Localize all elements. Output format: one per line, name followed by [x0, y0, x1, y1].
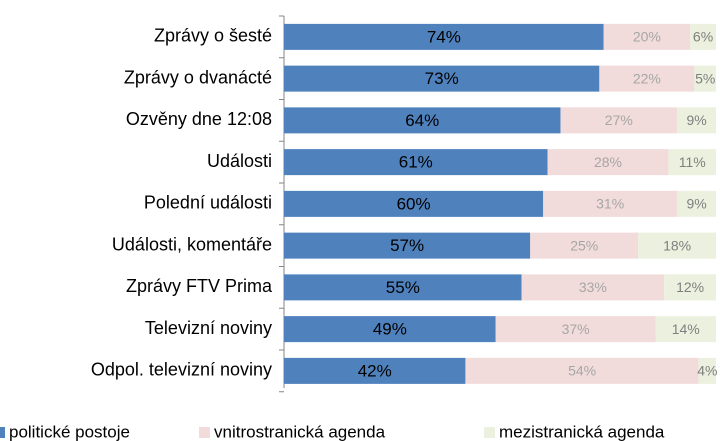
bar-segment	[677, 107, 716, 134]
value-label: 64%	[405, 111, 439, 130]
value-label: 9%	[686, 196, 706, 212]
bar-segment	[694, 65, 716, 92]
bar-segment	[698, 357, 716, 384]
bar-segment	[560, 107, 678, 134]
value-label: 27%	[605, 112, 633, 128]
bar-segment	[638, 232, 716, 259]
bar-segment	[690, 23, 716, 50]
value-label: 37%	[562, 321, 590, 337]
bar-segment	[284, 232, 531, 259]
bar-segment	[521, 274, 665, 301]
bar-segment	[284, 65, 600, 92]
category-label: Odpol. televizní noviny	[91, 360, 272, 380]
bar-segment	[284, 274, 522, 301]
value-label: 73%	[425, 69, 459, 88]
value-label: 28%	[594, 154, 622, 170]
value-label: 6%	[693, 29, 713, 45]
value-label: 31%	[596, 196, 624, 212]
value-label: 57%	[390, 236, 424, 255]
bar-segment	[284, 23, 604, 50]
value-label: 60%	[397, 194, 431, 213]
category-label: Zprávy o dvanácté	[124, 67, 272, 87]
bar-segment	[677, 190, 716, 217]
value-label: 74%	[427, 27, 461, 46]
bar-segment	[530, 232, 639, 259]
category-label: Zprávy FTV Prima	[126, 276, 273, 296]
bar-segment	[599, 65, 695, 92]
value-label: 12%	[676, 279, 704, 295]
bar-segment	[547, 149, 669, 176]
category-label: Televizní noviny	[145, 318, 272, 338]
category-label: Ozvěny dne 12:08	[126, 109, 272, 129]
value-label: 54%	[568, 363, 596, 379]
value-label: 14%	[672, 321, 700, 337]
category-label: Zprávy o šesté	[154, 26, 272, 46]
bar-segment	[655, 316, 716, 343]
bar-segment	[284, 316, 496, 343]
legend-label: vnitrostranická agenda	[214, 422, 386, 441]
value-label: 9%	[686, 112, 706, 128]
bar-segment	[495, 316, 656, 343]
value-label: 55%	[386, 278, 420, 297]
bar-segment	[664, 274, 716, 301]
legend-swatch	[199, 427, 210, 438]
bar-segment	[465, 357, 699, 384]
value-label: 33%	[579, 279, 607, 295]
category-label: Události, komentáře	[112, 234, 272, 254]
bar-segment	[284, 149, 548, 176]
value-label: 42%	[358, 361, 392, 380]
bar-segment	[668, 149, 716, 176]
bar-segment	[603, 23, 691, 50]
legend-swatch	[484, 427, 495, 438]
value-label: 22%	[633, 70, 661, 86]
value-label: 49%	[373, 320, 407, 339]
value-label: 25%	[570, 237, 598, 253]
bar-segment	[284, 107, 561, 134]
value-label: 11%	[679, 154, 706, 170]
legend-swatch	[0, 427, 5, 438]
value-label: 20%	[633, 29, 661, 45]
bar-segment	[284, 190, 544, 217]
bar-segment	[284, 357, 466, 384]
value-label: 4%	[697, 363, 717, 379]
value-label: 5%	[695, 70, 715, 86]
value-label: 61%	[399, 153, 433, 172]
value-label: 18%	[663, 237, 691, 253]
bar-segment	[543, 190, 678, 217]
category-label: Události	[207, 151, 272, 171]
legend-label: mezistranická agenda	[499, 422, 665, 441]
legend-label: politické postoje	[9, 422, 130, 441]
category-label: Polední události	[144, 193, 272, 213]
